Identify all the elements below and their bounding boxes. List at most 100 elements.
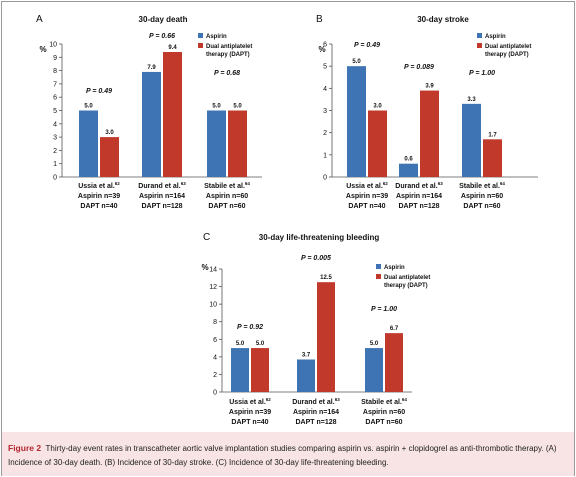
y-tick-label: 12 xyxy=(209,284,217,291)
y-tick-label: 8 xyxy=(53,68,57,75)
legend-label-dapt-2: therapy (DAPT) xyxy=(485,52,529,58)
bar-dapt xyxy=(483,139,502,177)
category-aspirin-n: Aspirin n=60 xyxy=(363,409,405,416)
category-label: Ussia et al.62 xyxy=(346,181,388,190)
legend: Aspirin Dual antiplatelet therapy (DAPT) xyxy=(376,264,430,289)
citation-ref: 64 xyxy=(500,181,506,186)
legend-swatch-aspirin xyxy=(376,264,381,269)
p-value-label: P = 0.49 xyxy=(354,42,380,49)
citation-ref: 62 xyxy=(266,397,272,402)
bar-dapt xyxy=(317,282,335,392)
y-axis-label: % xyxy=(39,45,46,54)
legend-swatch-aspirin xyxy=(477,33,482,38)
y-tick-label: 10 xyxy=(209,302,217,309)
y-tick-label: 2 xyxy=(213,372,217,379)
category-label: Durand et al.63 xyxy=(292,397,340,406)
bar-aspirin xyxy=(297,359,315,392)
y-tick-label: 1 xyxy=(53,161,57,168)
bar-value-label: 7.9 xyxy=(147,65,156,71)
bar-dapt xyxy=(251,348,269,392)
bar-aspirin xyxy=(365,348,383,392)
bar-value-label: 3.0 xyxy=(105,130,114,136)
p-value-label: P = 0.089 xyxy=(404,64,434,71)
bar-value-label: 3.9 xyxy=(425,84,434,90)
y-tick-label: 3 xyxy=(53,135,57,142)
bar-dapt xyxy=(420,90,439,177)
category-dapt-n: DAPT n=40 xyxy=(348,203,385,210)
category-dapt-n: DAPT n=60 xyxy=(365,419,402,426)
y-tick-label: 5 xyxy=(323,64,327,71)
category-aspirin-n: Aspirin n=164 xyxy=(293,409,339,416)
legend-swatch-dapt xyxy=(198,43,203,48)
category-dapt-n: DAPT n=40 xyxy=(80,203,117,210)
legend-swatch-dapt xyxy=(477,43,482,48)
p-value-label: P = 0.68 xyxy=(214,70,240,77)
legend-swatch-dapt xyxy=(376,274,381,279)
bar-value-label: 5.0 xyxy=(256,341,265,347)
legend: Aspirin Dual antiplatelet therapy (DAPT) xyxy=(477,33,531,58)
category-dapt-n: DAPT n=60 xyxy=(208,203,245,210)
y-axis-label: % xyxy=(201,263,208,272)
bar-value-label: 0.6 xyxy=(404,157,413,163)
category-label: Ussia et al.62 xyxy=(78,181,120,190)
y-tick-label: 4 xyxy=(213,354,217,361)
bar-value-label: 9.4 xyxy=(168,45,177,51)
bar-dapt xyxy=(163,51,182,178)
category-dapt-n: DAPT n=40 xyxy=(231,419,268,426)
y-tick-label: 8 xyxy=(213,319,217,326)
category-aspirin-n: Aspirin n=39 xyxy=(78,193,120,200)
p-value-label: P = 0.92 xyxy=(237,324,263,331)
bar-aspirin xyxy=(399,163,418,177)
category-dapt-n: DAPT n=60 xyxy=(463,203,500,210)
bar-value-label: 5.0 xyxy=(212,104,221,110)
y-tick-label: 2 xyxy=(323,130,327,137)
y-tick-label: 0 xyxy=(53,175,57,182)
y-tick-label: 10 xyxy=(49,42,57,49)
y-tick-label: 6 xyxy=(323,42,327,49)
citation-ref: 62 xyxy=(115,181,121,186)
y-tick-label: 4 xyxy=(323,86,327,93)
category-aspirin-n: Aspirin n=39 xyxy=(346,193,388,200)
category-label: Durand et al.63 xyxy=(395,181,443,190)
category-label: Stabile et al.64 xyxy=(204,181,250,190)
bar-dapt xyxy=(385,333,403,392)
category-dapt-n: DAPT n=128 xyxy=(141,203,182,210)
legend-swatch-aspirin xyxy=(198,33,203,38)
category-label: Stabile et al.64 xyxy=(361,397,407,406)
caption-body: Thirty-day event rates in transcatheter … xyxy=(8,444,557,467)
citation-ref: 63 xyxy=(181,181,187,186)
category-aspirin-n: Aspirin n=164 xyxy=(139,193,185,200)
y-tick-label: 0 xyxy=(323,175,327,182)
category-label: Ussia et al.62 xyxy=(229,397,271,406)
bar-value-label: 5.0 xyxy=(233,104,242,110)
legend-label-dapt: Dual antiplatelet xyxy=(485,44,531,50)
legend-label-dapt: Dual antiplatelet xyxy=(384,275,430,281)
category-aspirin-n: Aspirin n=164 xyxy=(396,193,442,200)
category-aspirin-n: Aspirin n=39 xyxy=(229,409,271,416)
bar-value-label: 6.7 xyxy=(390,326,399,332)
chart-panel-c: C 30-day life-threatening bleeding% 0 2 4 6 8 1… xyxy=(201,232,430,426)
chart-panel-a: A 30-day death% 0 1 2 3 4 5 6 7 8 9 10 5.0 3.0 P = 0.49… xyxy=(36,14,262,210)
chart-title: 30-day stroke xyxy=(417,15,469,24)
bar-value-label: 3.7 xyxy=(302,352,311,358)
y-tick-label: 1 xyxy=(323,152,327,159)
bar-dapt xyxy=(368,110,387,177)
p-value-label: P = 1.00 xyxy=(469,70,495,77)
y-axis-label: % xyxy=(318,45,325,54)
bar-dapt xyxy=(100,137,119,177)
bar-aspirin xyxy=(79,110,98,177)
bar-value-label: 1.7 xyxy=(488,132,497,138)
y-tick-label: 6 xyxy=(53,95,57,102)
category-aspirin-n: Aspirin n=60 xyxy=(206,193,248,200)
y-tick-label: 3 xyxy=(323,108,327,115)
chart-panel-b: B 30-day stroke% 0 1 2 3 4 5 6 5.0 3.0 P = 0.49 Ussi… xyxy=(316,14,538,210)
bar-aspirin xyxy=(142,71,161,177)
category-dapt-n: DAPT n=128 xyxy=(295,419,336,426)
citation-ref: 62 xyxy=(383,181,389,186)
p-value-label: P = 1.00 xyxy=(371,306,397,313)
bar-dapt xyxy=(228,110,247,177)
bar-value-label: 3.0 xyxy=(373,104,382,110)
legend-label-aspirin: Aspirin xyxy=(206,34,227,40)
bar-value-label: 5.0 xyxy=(370,341,379,347)
bar-value-label: 3.3 xyxy=(467,97,476,103)
